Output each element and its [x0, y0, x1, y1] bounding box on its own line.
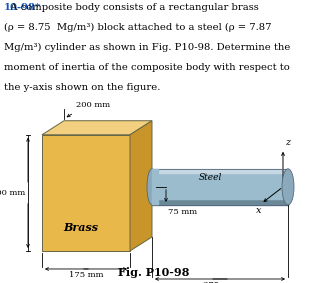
Text: (ρ = 8.75  Mg/m³) block attached to a steel (ρ = 7.87: (ρ = 8.75 Mg/m³) block attached to a ste… [4, 23, 272, 32]
Polygon shape [42, 121, 152, 135]
Text: 75 mm: 75 mm [168, 208, 197, 216]
Text: 375 mm: 375 mm [203, 281, 237, 283]
Text: Fig. P10-98: Fig. P10-98 [118, 267, 190, 278]
Text: 300 mm: 300 mm [0, 189, 25, 197]
Text: Steel: Steel [198, 173, 222, 182]
Text: x: x [256, 206, 262, 215]
Polygon shape [42, 135, 130, 251]
Text: 10-98*: 10-98* [4, 3, 41, 12]
Text: z: z [285, 138, 290, 147]
Text: Mg/m³) cylinder as shown in Fig. P10-98. Determine the: Mg/m³) cylinder as shown in Fig. P10-98.… [4, 43, 290, 52]
Ellipse shape [282, 169, 294, 205]
Text: 200 mm: 200 mm [76, 101, 110, 109]
Text: A composite body consists of a rectangular brass: A composite body consists of a rectangul… [4, 3, 259, 12]
Text: 175 mm: 175 mm [69, 271, 103, 279]
Polygon shape [130, 121, 152, 251]
Text: Brass: Brass [64, 222, 99, 233]
Text: the y-axis shown on the figure.: the y-axis shown on the figure. [4, 83, 160, 92]
Text: moment of inertia of the composite body with respect to: moment of inertia of the composite body … [4, 63, 290, 72]
Ellipse shape [147, 169, 157, 205]
